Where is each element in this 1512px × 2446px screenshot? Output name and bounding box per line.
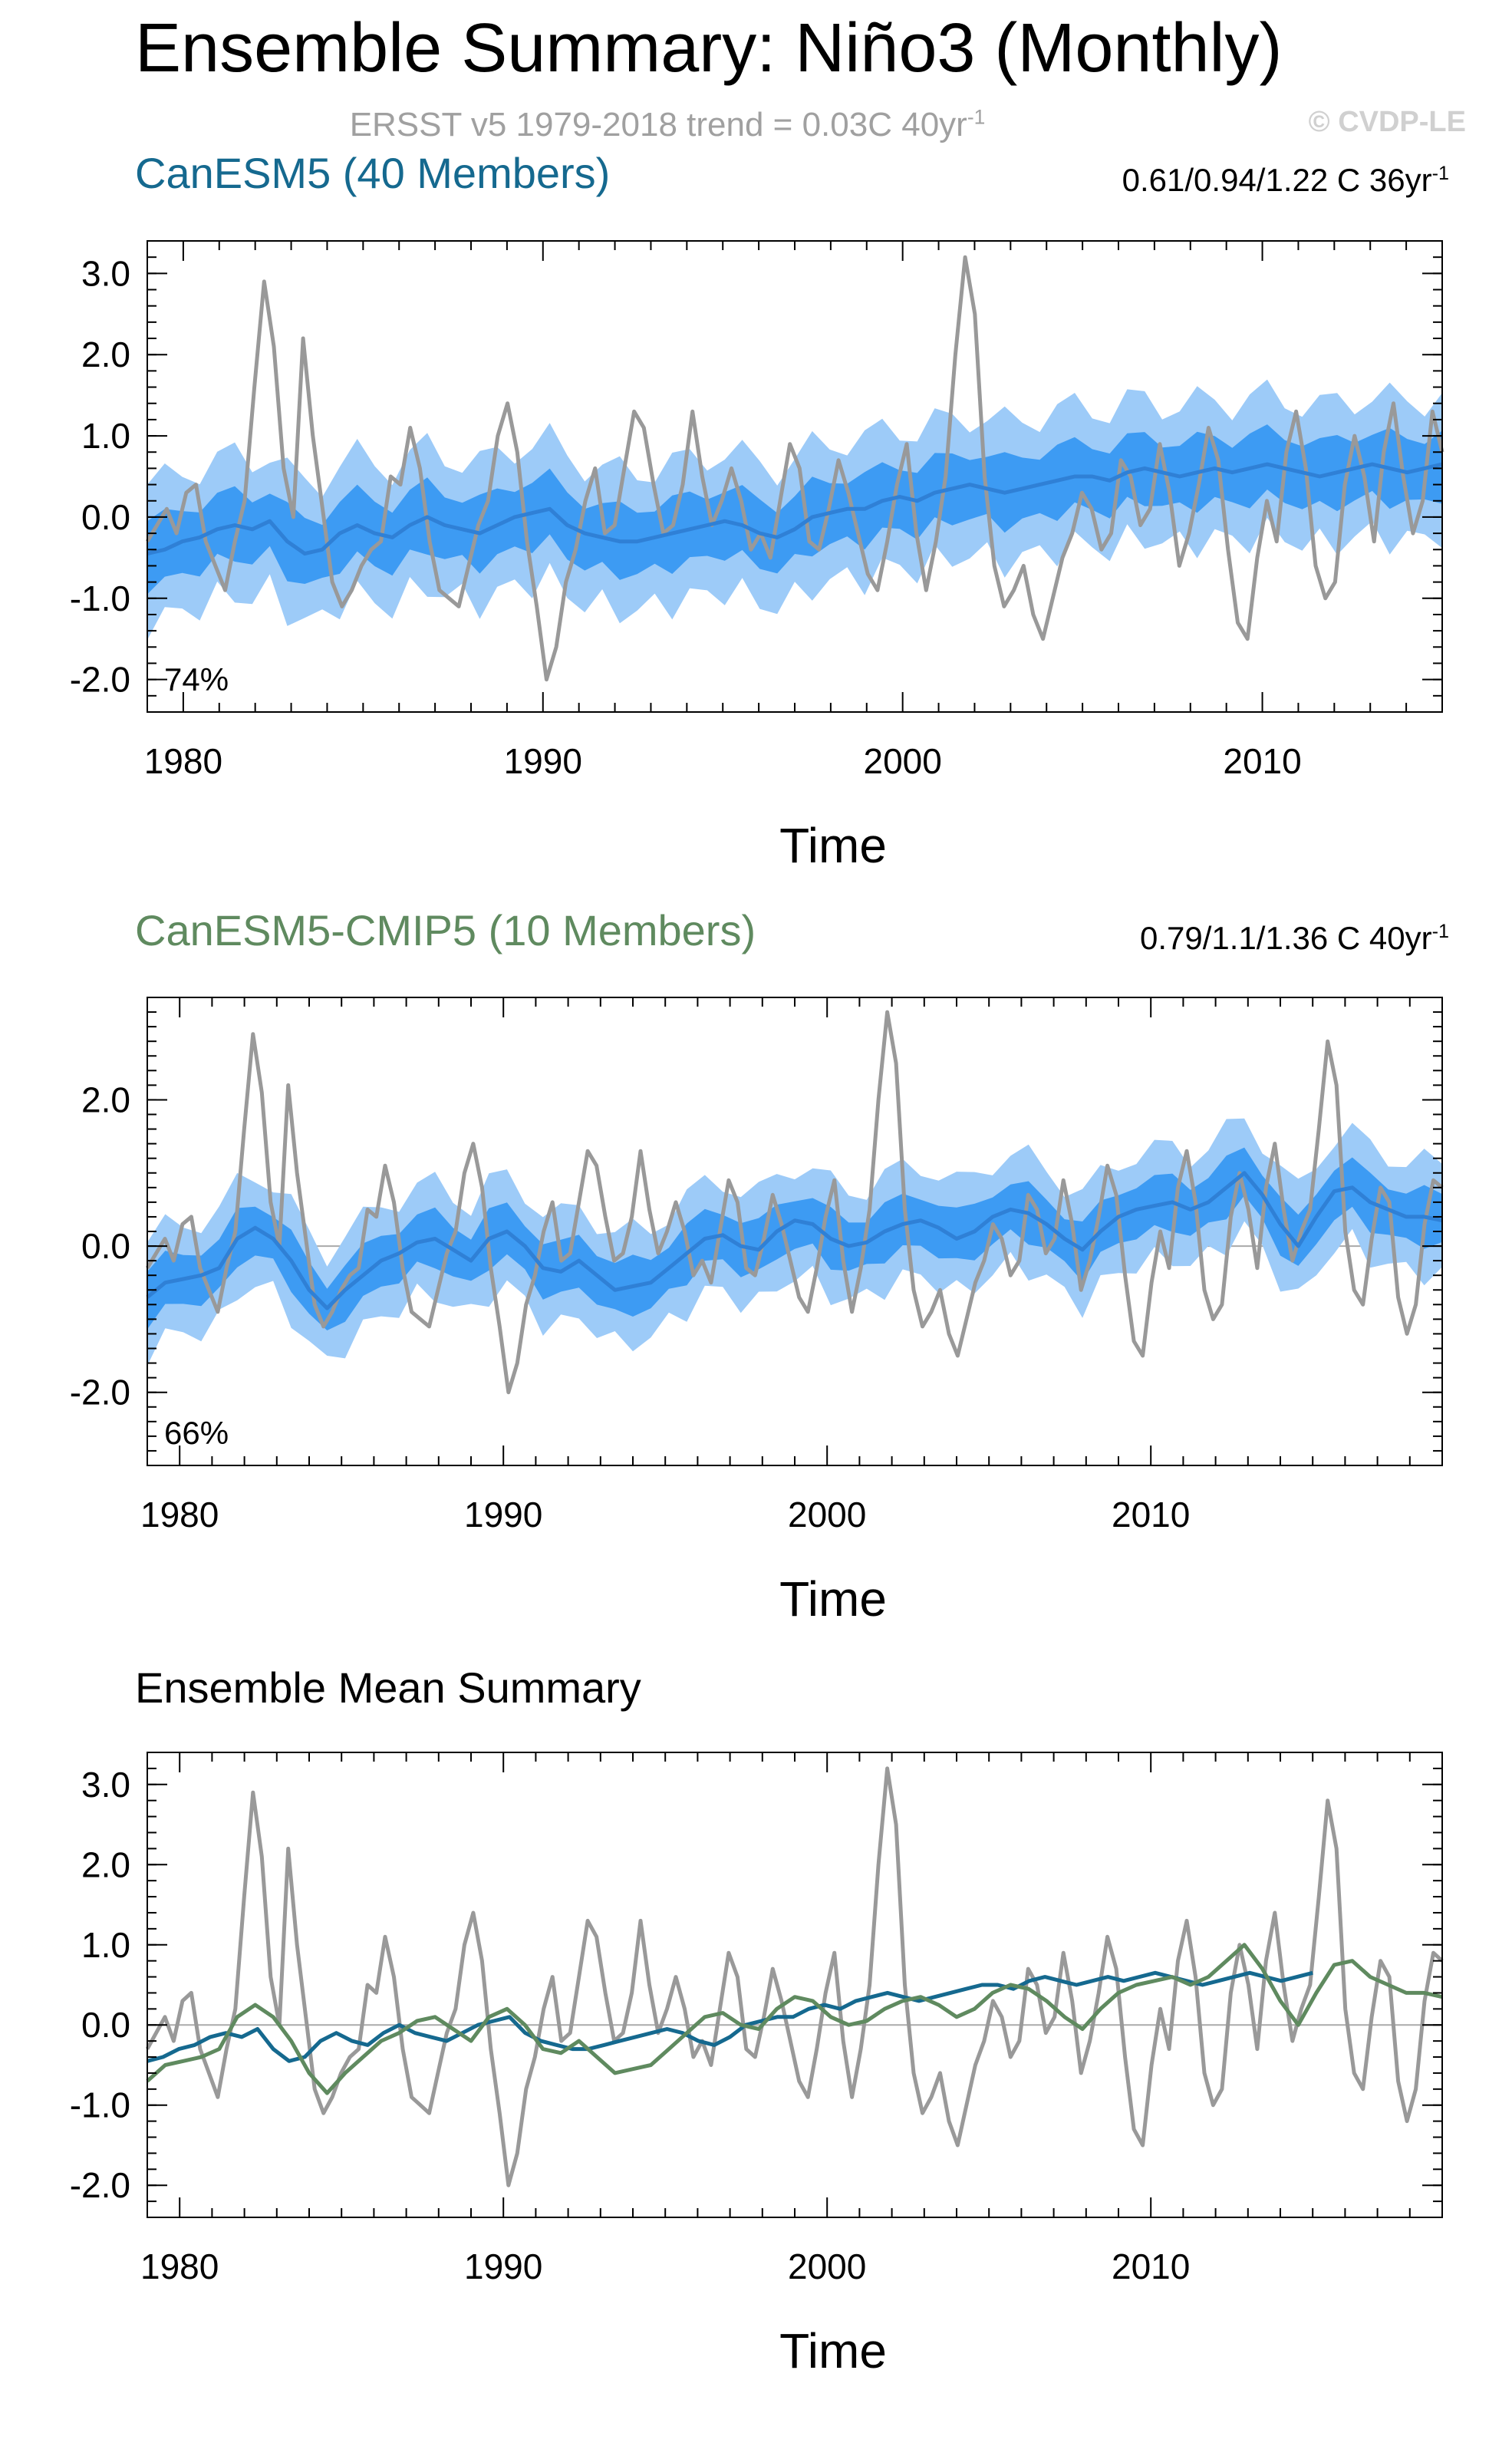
x-tick-label: 1990 [464,1495,542,1535]
x-tick-label: 1980 [140,2247,219,2286]
y-tick-label: -2.0 [70,2165,130,2205]
ensemble-mean-line [146,1171,1443,1310]
obs-trend-label: ERSST v5 1979-2018 trend = 0.03C 40yr-1 [0,106,1335,144]
obs-line [145,255,1444,682]
copyright-label: © CVDP-LE [1308,106,1466,138]
panel2-trend-text: 0.79/1.1/1.36 C 40yr [1140,920,1432,956]
spread-band-inner [147,1147,1442,1330]
x-axis-label: Time [779,818,887,873]
ensemble-mean-line [147,462,1443,556]
panel1-trend-text: 0.61/0.94/1.22 C 36yr [1122,162,1432,198]
y-tick-label: 0.0 [81,497,130,537]
page-title: Ensemble Summary: Niño3 (Monthly) [135,10,1283,87]
canesm5-mean-line [147,1970,1313,2063]
y-tick-label: 2.0 [81,335,130,374]
y-tick-label: 1.0 [81,416,130,456]
y-tick-label: 2.0 [81,1844,130,1884]
x-axis-label: Time [779,2323,887,2378]
y-tick-label: -1.0 [70,2085,130,2125]
x-tick-label: 2010 [1223,741,1301,781]
y-tick-label: -2.0 [70,660,130,700]
obs-trend-text: ERSST v5 1979-2018 trend = 0.03C 40yr [349,106,967,143]
x-tick-label: 1980 [140,1495,219,1535]
canesm5-cmip5-mean-line [146,1943,1443,2095]
y-tick-label: -1.0 [70,579,130,618]
chart-canesm5: 1980 1990 2000 2010 3.0 2.0 1.0 0.0 -1.0 -2.0 74% T… [70,240,1444,873]
chart-ensemble-mean-summary: 1980 1990 2000 2010 3.0 2.0 1.0 0.0 -1.0 -2.0 Time [70,1752,1444,2378]
panel2-title: CanESM5-CMIP5 (10 Members) [135,906,756,954]
panel1-trend: 0.61/0.94/1.22 C 36yr-1 [1122,162,1449,198]
x-tick-label: 1980 [144,741,222,781]
x-tick-label: 2000 [863,741,941,781]
panel1-trend-sup: -1 [1431,163,1449,184]
chart-canesm5-cmip5: 1980 1990 2000 2010 2.0 0.0 -2.0 66% Time [70,997,1444,1627]
x-tick-label: 2000 [788,2247,866,2286]
x-tick-label: 2010 [1112,2247,1190,2286]
x-tick-label: 2010 [1112,1495,1190,1535]
x-axis-label: Time [779,1571,887,1627]
y-tick-label: -2.0 [70,1373,130,1413]
obs-line [145,1010,1444,1395]
y-tick-label: 3.0 [81,253,130,293]
y-tick-label: 0.0 [81,1226,130,1266]
panel2-trend-sup: -1 [1431,921,1449,942]
pct-label: 66% [164,1415,229,1451]
panel1-title: CanESM5 (40 Members) [135,149,611,197]
y-tick-label: 0.0 [81,2005,130,2045]
y-tick-label: 1.0 [81,1925,130,1965]
pct-label: 74% [164,661,229,697]
obs-line [145,1766,1444,2187]
x-tick-label: 2000 [788,1495,866,1535]
x-tick-label: 1990 [464,2247,542,2286]
y-tick-label: 3.0 [81,1765,130,1805]
obs-trend-sup: -1 [967,105,986,129]
x-tick-label: 1990 [504,741,582,781]
panel3-title: Ensemble Mean Summary [135,1663,641,1712]
y-tick-label: 2.0 [81,1080,130,1119]
panel2-trend: 0.79/1.1/1.36 C 40yr-1 [1140,920,1449,956]
